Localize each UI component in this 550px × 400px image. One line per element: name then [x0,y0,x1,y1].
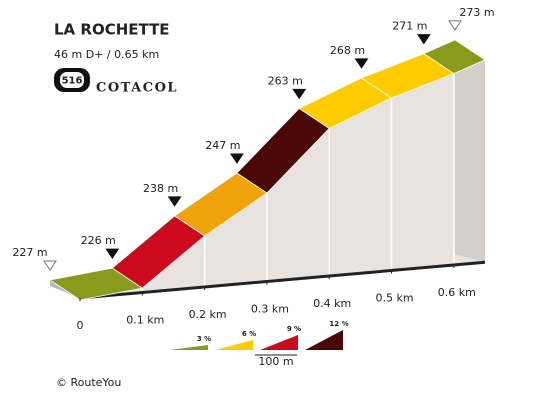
chart-title: LA ROCHETTE [54,21,170,39]
scale-label: 100 m [258,355,293,368]
ground [79,260,486,300]
elevation-marker [416,34,431,45]
legend-wedge [305,330,343,350]
elevation-marker [43,260,57,271]
elevation-marker [448,20,462,31]
x-tick-label: 0.1 km [126,314,164,327]
elevation-label: 271 m [392,20,427,33]
x-tick-label: 0 [77,319,84,332]
elevation-label: 226 m [81,234,116,247]
legend-label: 3 % [197,335,211,343]
badge-number: 516 [62,76,83,87]
credit: © RouteYou [56,376,121,389]
slope-segment [423,39,486,75]
profile-face [80,59,485,301]
elevation-marker [105,248,120,260]
elevation-marker [167,196,182,207]
subtitle: 46 m D+ / 0.65 km [54,48,159,61]
elevation-marker [229,153,244,164]
elevation-label: 227 m [12,246,47,259]
legend-wedge [260,335,298,350]
x-tick-label: 0.3 km [251,303,289,316]
legend-label: 9 % [287,325,301,333]
legend-label: 12 % [329,320,348,328]
brand: COTACOL [96,81,178,96]
x-tick-label: 0.2 km [189,308,227,321]
legend-wedge [215,340,253,350]
end-cap [455,39,485,263]
badge-inner [60,72,84,88]
elevation-label: 238 m [143,182,178,195]
elevation-label: 263 m [268,74,303,87]
x-tick-label: 0.6 km [438,286,476,299]
legend-wedge [170,345,208,350]
elevation-label: 268 m [330,44,365,57]
elevation-label: 247 m [205,139,240,152]
x-tick-label: 0.5 km [375,292,413,305]
elevation-marker [292,88,307,100]
x-tick-label: 0.4 km [313,297,351,310]
elevation-marker [354,58,369,69]
legend-label: 6 % [242,330,256,338]
elevation-label: 273 m [459,6,494,19]
